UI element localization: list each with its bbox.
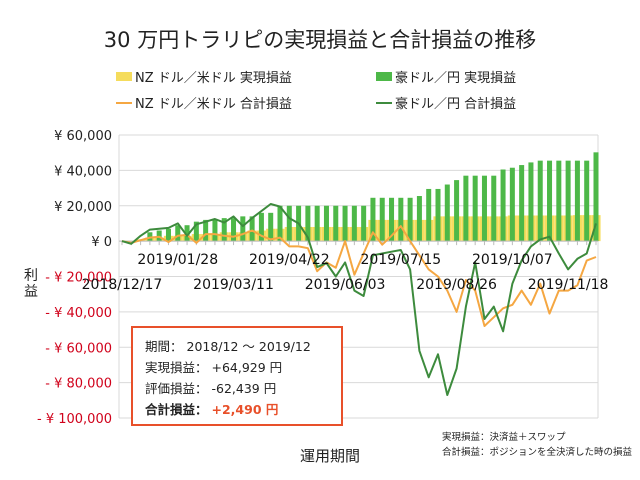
x-tick-label: 2018/12/17 [82, 277, 163, 293]
realized-row: 実現損益： +64,929 円 [145, 357, 341, 378]
y-tick-label: - ¥ 20,000 [45, 271, 112, 286]
x-tick-label: 2019/04/22 [249, 252, 330, 268]
bar-aud-jpy-realized [565, 160, 571, 242]
bar-aud-jpy-realized [454, 180, 460, 242]
bar-aud-jpy-realized [333, 205, 339, 242]
bar-aud-jpy-realized [314, 205, 320, 242]
period-row: 期間： 2018/12 ～ 2019/12 [145, 336, 341, 357]
footnotes: 実現損益：決済益＋スワップ 合計損益：ポジションを全決済した時の損益 [442, 430, 632, 460]
bar-aud-jpy-realized [435, 188, 441, 242]
footnote-realized: 実現損益：決済益＋スワップ [442, 432, 566, 443]
bar-aud-jpy-realized [231, 218, 237, 242]
unrealized-value: -62,439 円 [211, 381, 277, 396]
legend-label: NZ ドル／米ドル 合計損益 [135, 97, 292, 112]
bar-aud-jpy-realized [547, 160, 553, 242]
line-aud-jpy-total [121, 203, 597, 396]
bar-aud-jpy-realized [574, 160, 580, 242]
x-tick-label: 2019/11/18 [528, 277, 609, 293]
bar-aud-jpy-realized [491, 175, 497, 242]
legend-swatch [116, 72, 132, 81]
bar-aud-jpy-realized [584, 160, 590, 242]
total-value: +2,490 円 [211, 402, 279, 417]
bar-aud-jpy-realized [175, 225, 181, 242]
x-tick-label: 2019/03/11 [193, 277, 274, 293]
y-tick-label: ¥ 60,000 [54, 129, 112, 144]
bar-aud-jpy-realized [379, 197, 385, 242]
bar-aud-jpy-realized [500, 169, 506, 242]
y-tick-label: - ¥ 80,000 [45, 377, 112, 392]
bar-aud-jpy-realized [537, 160, 543, 242]
bar-aud-jpy-realized [463, 175, 469, 242]
bar-aud-jpy-realized [416, 196, 422, 242]
bar-aud-jpy-realized [370, 197, 376, 242]
bar-aud-jpy-realized [249, 216, 255, 242]
bar-aud-jpy-realized [203, 219, 209, 242]
bar-aud-jpy-realized [193, 221, 199, 242]
bar-aud-jpy-realized [444, 184, 450, 242]
x-tick-label: 2019/07/15 [360, 252, 441, 268]
bar-aud-jpy-realized [361, 205, 367, 242]
unrealized-row: 評価損益： -62,439 円 [145, 378, 341, 399]
y-tick-label: ¥ 0 [91, 235, 112, 250]
bar-aud-jpy-realized [268, 212, 274, 242]
bar-aud-jpy-realized [184, 225, 190, 242]
bar-aud-jpy-realized [165, 228, 171, 242]
y-tick-label: - ¥ 100,000 [37, 412, 112, 427]
realized-label: 実現損益： [145, 360, 208, 375]
x-tick-label: 2019/01/28 [137, 252, 218, 268]
y-tick-label: ¥ 40,000 [54, 164, 112, 179]
bar-aud-jpy-realized [519, 165, 525, 242]
period-value: 2018/12 ～ 2019/12 [186, 339, 311, 354]
realized-value: +64,929 円 [211, 360, 283, 375]
y-tick-label: - ¥ 40,000 [45, 306, 112, 321]
bar-aud-jpy-realized [351, 205, 357, 242]
bar-aud-jpy-realized [342, 205, 348, 242]
bar-aud-jpy-realized [426, 188, 432, 242]
total-label: 合計損益： [145, 402, 208, 417]
bar-aud-jpy-realized [528, 162, 534, 242]
bar-aud-jpy-realized [286, 205, 292, 242]
x-tick-label: 2019/06/03 [305, 277, 386, 293]
y-tick-label: - ¥ 60,000 [45, 341, 112, 356]
summary-box: 期間： 2018/12 ～ 2019/12 実現損益： +64,929 円 評価… [131, 326, 343, 426]
bar-aud-jpy-realized [481, 175, 487, 242]
bar-aud-jpy-realized [221, 218, 227, 242]
bar-aud-jpy-realized [398, 197, 404, 242]
bar-aud-jpy-realized [556, 160, 562, 242]
total-row: 合計損益： +2,490 円 [145, 399, 341, 420]
period-label: 期間： [145, 339, 183, 354]
legend-swatch [376, 72, 392, 81]
bar-aud-jpy-realized [305, 205, 311, 242]
legend-label: NZ ドル／米ドル 実現損益 [135, 71, 292, 86]
bar-aud-jpy-realized [509, 167, 515, 242]
bar-aud-jpy-realized [593, 152, 599, 242]
bar-aud-jpy-realized [407, 197, 413, 242]
legend-item-aud-jpy-total: 豪ドル／円 合計損益 [376, 93, 516, 112]
chart-title: 30 万円トラリピの実現損益と合計損益の推移 [103, 28, 537, 52]
bar-aud-jpy-realized [240, 216, 246, 242]
unrealized-label: 評価損益： [145, 381, 208, 396]
footnote-total: 合計損益：ポジションを全決済した時の損益 [442, 447, 633, 458]
legend-item-nzd-usd-total: NZ ドル／米ドル 合計損益 [116, 93, 292, 112]
legend-label: 豪ドル／円 実現損益 [395, 71, 517, 86]
bar-aud-jpy-realized [472, 175, 478, 242]
x-tick-label: 2019/08/26 [416, 277, 497, 293]
y-axis-title: 利益 [24, 268, 38, 300]
y-tick-label: ¥ 20,000 [54, 200, 112, 215]
bar-aud-jpy-realized [323, 205, 329, 242]
legend-label: 豪ドル／円 合計損益 [395, 97, 517, 112]
legend-item-aud-jpy-realized: 豪ドル／円 実現損益 [376, 67, 516, 86]
bar-aud-jpy-realized [212, 219, 218, 242]
legend-swatch [376, 101, 392, 104]
bar-aud-jpy-realized [277, 205, 283, 242]
legend-swatch [116, 101, 132, 104]
bar-aud-jpy-realized [258, 212, 264, 242]
x-axis-title: 運用期間 [300, 447, 361, 465]
line-nzd-usd-total [121, 225, 597, 327]
legend-item-nzd-usd-realized: NZ ドル／米ドル 実現損益 [116, 67, 292, 86]
x-tick-label: 2019/10/07 [472, 252, 553, 268]
bar-aud-jpy-realized [389, 197, 395, 242]
